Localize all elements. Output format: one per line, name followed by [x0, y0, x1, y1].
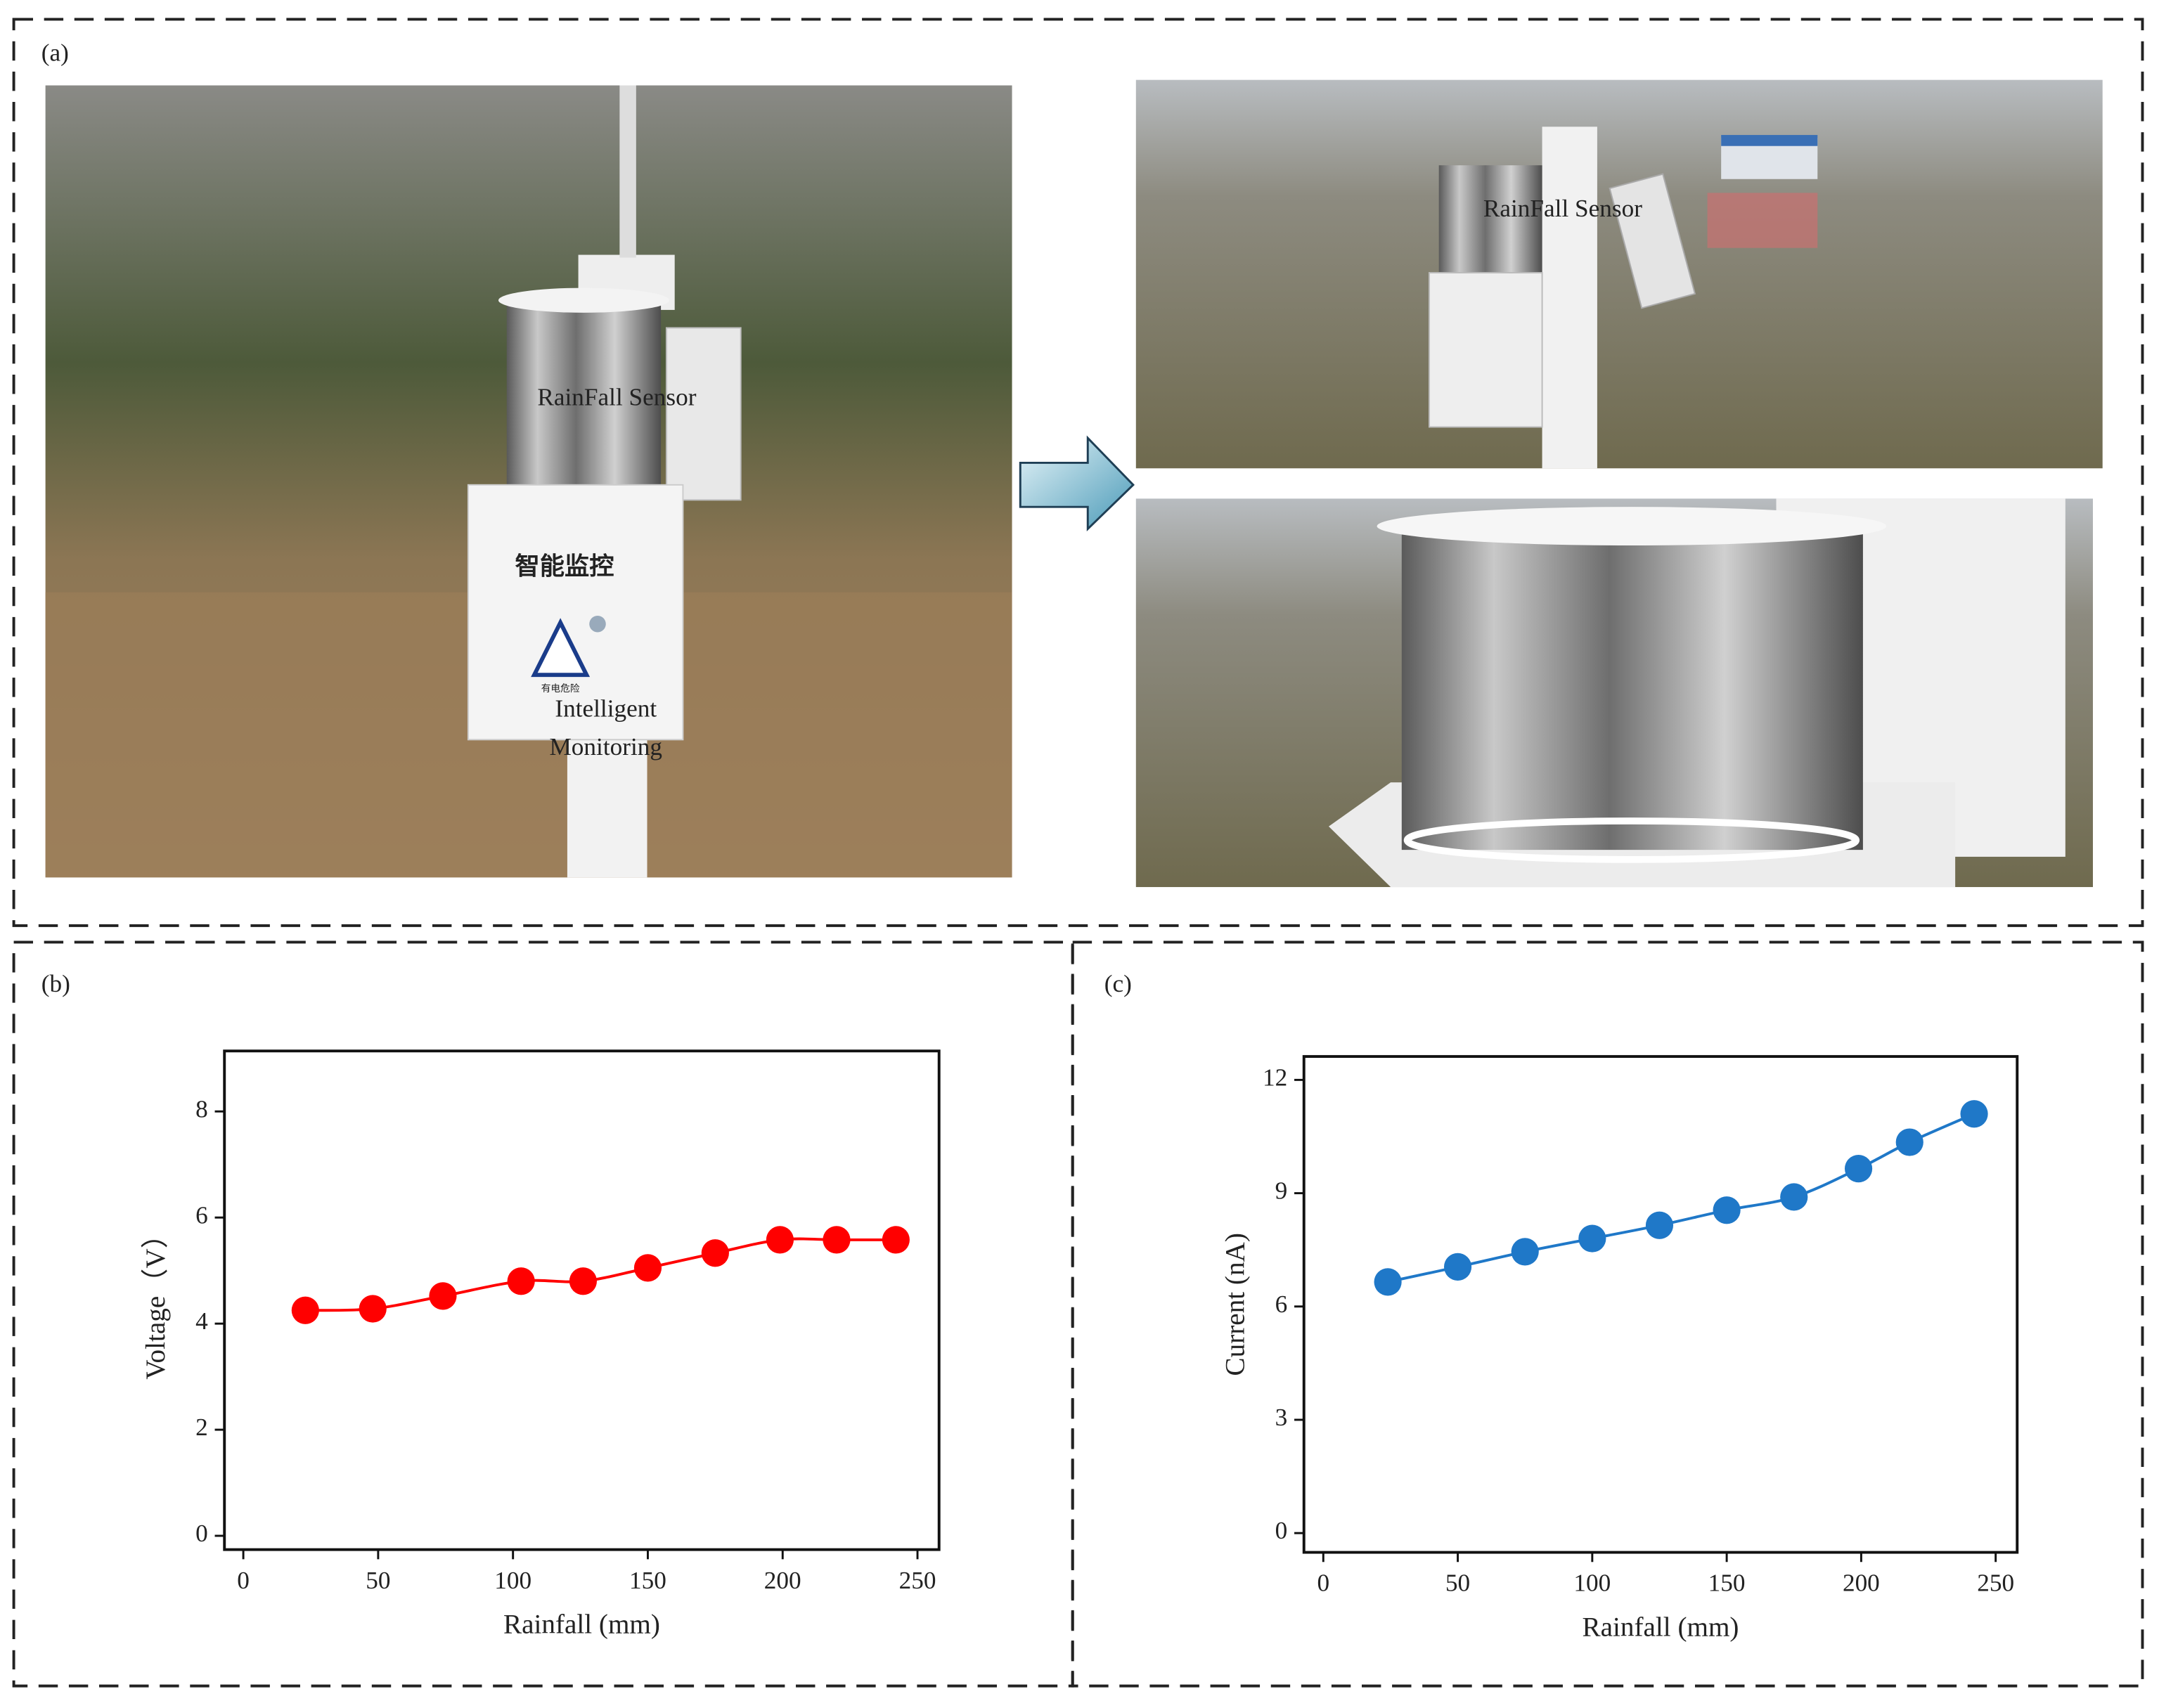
y-axis-label: Current (nA)	[1220, 1233, 1251, 1376]
x-axis-label: Rainfall (mm)	[1583, 1612, 1739, 1642]
data-point	[633, 1254, 662, 1282]
data-point	[1844, 1155, 1873, 1183]
x-tick-label: 0	[1317, 1570, 1329, 1597]
x-tick-label: 200	[764, 1567, 801, 1594]
data-point	[701, 1239, 729, 1267]
y-tick-label: 6	[195, 1201, 208, 1229]
y-tick-label: 0	[1275, 1517, 1288, 1544]
x-tick-label: 0	[237, 1567, 250, 1594]
panel-frame	[1071, 940, 2144, 1688]
panel-frame	[12, 18, 2144, 927]
warning-text: 有电危险	[541, 683, 580, 694]
photo-left: 智能监控 有电危险 RainFall Sensor Intelligent Mo…	[45, 85, 1012, 878]
data-point	[1713, 1196, 1741, 1224]
data-point	[569, 1267, 597, 1295]
data-point	[359, 1295, 387, 1323]
photo-label: Monitoring	[549, 733, 662, 761]
data-point	[291, 1296, 319, 1324]
y-tick-label: 4	[195, 1307, 208, 1335]
panel-label: (b)	[41, 970, 70, 997]
panel-label: (a)	[41, 39, 69, 66]
y-tick-label: 6	[1275, 1290, 1288, 1318]
data-point	[1443, 1253, 1472, 1281]
series-line	[1387, 1112, 1975, 1283]
data-point	[1511, 1238, 1539, 1266]
data-point	[1578, 1224, 1606, 1253]
x-tick-label: 150	[629, 1567, 666, 1594]
box-text: 智能监控	[515, 552, 614, 581]
data-point	[823, 1226, 851, 1254]
photo-right-bottom	[1135, 498, 2093, 888]
series-line	[305, 1237, 896, 1312]
x-tick-label: 100	[494, 1567, 531, 1594]
x-tick-label: 200	[1843, 1570, 1880, 1597]
y-tick-label: 0	[195, 1520, 208, 1547]
photo-label: RainFall Sensor	[1483, 195, 1642, 222]
plot-frame	[223, 1049, 941, 1551]
x-tick-label: 50	[366, 1567, 390, 1594]
data-point	[1374, 1268, 1402, 1296]
y-tick-label: 2	[195, 1413, 208, 1441]
data-point	[1645, 1211, 1674, 1239]
plot-frame	[1302, 1055, 2019, 1554]
data-point	[507, 1267, 535, 1295]
data-point	[1895, 1128, 1923, 1156]
y-tick-label: 12	[1263, 1063, 1287, 1091]
photo-right-top: RainFall Sensor	[1135, 79, 2103, 469]
y-axis-label: Voltage（V）	[141, 1221, 171, 1380]
photo-label: RainFall Sensor	[537, 383, 696, 410]
x-tick-label: 100	[1573, 1570, 1611, 1597]
x-tick-label: 150	[1708, 1570, 1746, 1597]
y-tick-label: 8	[195, 1095, 208, 1123]
x-axis-label: Rainfall (mm)	[503, 1609, 660, 1639]
y-tick-label: 3	[1275, 1404, 1288, 1431]
x-tick-label: 250	[899, 1567, 936, 1594]
data-point	[1960, 1100, 1988, 1128]
data-point	[882, 1226, 910, 1254]
photo-label: Intelligent	[555, 694, 657, 722]
data-point	[766, 1226, 794, 1254]
panel-label: (c)	[1104, 970, 1132, 997]
data-point	[429, 1282, 457, 1310]
data-point	[1780, 1183, 1808, 1211]
arrow	[1019, 435, 1135, 531]
x-tick-label: 50	[1445, 1570, 1470, 1597]
y-tick-label: 9	[1275, 1177, 1288, 1205]
x-tick-label: 250	[1977, 1570, 2014, 1597]
